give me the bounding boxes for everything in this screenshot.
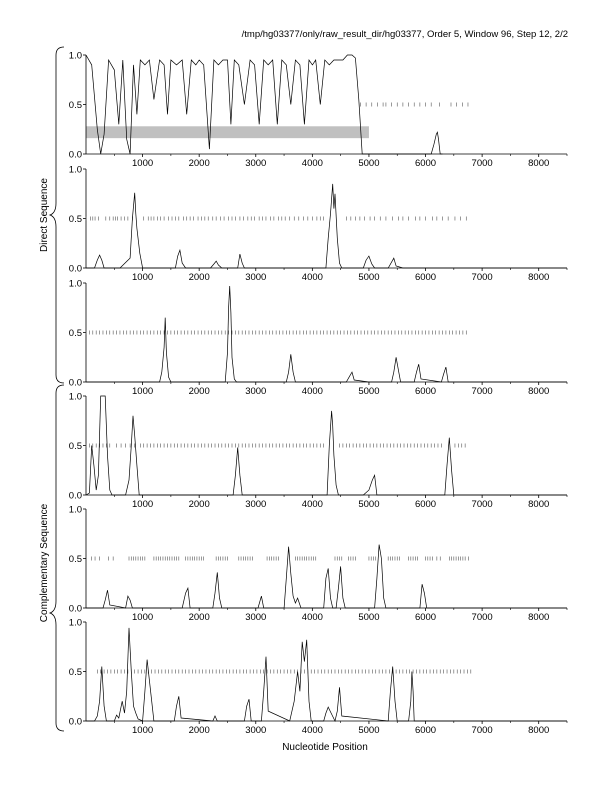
panels-group: 1.0 0.5 0.0 1000 2000 3000 4000 5000 6000 7000 800… (69, 51, 568, 736)
panel-1-shaded-band (86, 126, 369, 139)
panel-6-y-tick-label: 0.5 (69, 667, 82, 678)
panel-5: 1.0 0.5 0.0 1000 2000 3000 4000 5000 6000 7000 800… (69, 505, 568, 623)
panel-6-x-tick-label: 4000 (302, 725, 323, 736)
panel-2-y-tick-label: 1.0 (69, 165, 82, 176)
panel-3-x-tick-label: 2000 (189, 386, 210, 397)
panel-3-series-line (86, 285, 567, 383)
panel-6-y-tick-label: 1.0 (69, 618, 82, 629)
panel-6-x-tick-label: 2000 (189, 725, 210, 736)
panel-2-x-tick-label: 4000 (302, 272, 323, 283)
panel-3-y-tick-label: 0.0 (69, 378, 82, 389)
panel-5-x-tick-label: 6000 (415, 612, 436, 623)
panel-1-x-tick-label: 7000 (472, 158, 493, 169)
panel-1: 1.0 0.5 0.0 1000 2000 3000 4000 5000 6000 7000 800… (69, 51, 568, 169)
panel-6-x-tick-label: 5000 (358, 725, 379, 736)
panel-5-x-tick-label: 5000 (358, 612, 379, 623)
panel-3-x-tick-label: 5000 (358, 386, 379, 397)
panel-2-series-line (86, 183, 567, 269)
direct-sequence-brace (48, 46, 65, 384)
group-label-direct: Direct Sequence (39, 178, 50, 252)
panel-5-y-tick-label: 1.0 (69, 505, 82, 516)
panel-3-x-tick-label: 6000 (415, 386, 436, 397)
panel-4-x-tick-label: 7000 (472, 499, 493, 510)
panel-6-x-tick-label: 7000 (472, 725, 493, 736)
panel-1-x-tick-label: 6000 (415, 158, 436, 169)
panel-1-y-tick-label: 0.5 (69, 100, 82, 111)
panel-4-x-tick-label: 5000 (358, 499, 379, 510)
panel-1-x-tick-label: 3000 (245, 158, 266, 169)
panel-1-x-tick-label: 4000 (302, 158, 323, 169)
complementary-sequence-brace (48, 384, 65, 732)
panel-4-x-tick-label: 2000 (189, 499, 210, 510)
panel-4-x-tick-label: 3000 (245, 499, 266, 510)
panel-3-x-tick-label: 3000 (245, 386, 266, 397)
panel-5-series-line (86, 544, 567, 609)
panel-5-x-tick-label: 8000 (528, 612, 549, 623)
panel-5-x-tick-label: 3000 (245, 612, 266, 623)
panel-1-x-tick-label: 8000 (528, 158, 549, 169)
panel-1-series-line (85, 54, 443, 155)
panel-6-x-tick-label: 1000 (132, 725, 153, 736)
panel-2-x-tick-label: 5000 (358, 272, 379, 283)
x-axis-label: Nucleotide Position (282, 742, 368, 753)
panel-2: 1.0 0.5 0.0 1000 2000 3000 4000 5000 6000 7000 800… (69, 165, 568, 283)
panel-4-x-tick-label: 6000 (415, 499, 436, 510)
panel-4-x-tick-label: 8000 (528, 499, 549, 510)
panel-6-x-tick-label: 6000 (415, 725, 436, 736)
panel-6: 1.0 0.5 0.0 1000 2000 3000 4000 5000 6000 7000 800… (69, 618, 568, 736)
panel-2-y-tick-label: 0.0 (69, 264, 82, 275)
panel-3-x-tick-label: 4000 (302, 386, 323, 397)
panel-5-y-tick-label: 0.5 (69, 554, 82, 565)
page-title: /tmp/hg03377/only/raw_result_dir/hg03377… (241, 29, 568, 40)
panel-1-x-tick-label: 5000 (358, 158, 379, 169)
panel-5-x-tick-label: 2000 (189, 612, 210, 623)
panel-4-y-tick-label: 1.0 (69, 392, 82, 403)
panel-4-y-tick-label: 0.5 (69, 441, 82, 452)
panel-2-x-tick-label: 6000 (415, 272, 436, 283)
panel-2-x-tick-label: 1000 (132, 272, 153, 283)
panel-3-x-tick-label: 7000 (472, 386, 493, 397)
panel-6-x-tick-label: 8000 (528, 725, 549, 736)
panel-5-x-tick-label: 1000 (132, 612, 153, 623)
panel-4-y-tick-label: 0.0 (69, 491, 82, 502)
panel-5-y-tick-label: 0.0 (69, 604, 82, 615)
panel-2-x-tick-label: 3000 (245, 272, 266, 283)
panel-3: 1.0 0.5 0.0 1000 2000 3000 4000 5000 6000 7000 800… (69, 279, 568, 397)
panel-6-y-tick-label: 0.0 (69, 717, 82, 728)
panel-3-x-tick-label: 8000 (528, 386, 549, 397)
panel-5-x-tick-label: 7000 (472, 612, 493, 623)
panel-1-y-tick-label: 0.0 (69, 150, 82, 161)
panel-4-x-tick-label: 4000 (302, 499, 323, 510)
panel-2-x-tick-label: 2000 (189, 272, 210, 283)
panel-3-y-tick-label: 0.5 (69, 328, 82, 339)
panel-2-y-tick-label: 0.5 (69, 214, 82, 225)
panel-4-x-tick-label: 1000 (132, 499, 153, 510)
panel-4: 1.0 0.5 0.0 1000 2000 3000 4000 5000 6000 7000 800… (69, 392, 568, 510)
panel-2-x-tick-label: 7000 (472, 272, 493, 283)
panel-5-x-tick-label: 4000 (302, 612, 323, 623)
panel-3-y-tick-label: 1.0 (69, 279, 82, 290)
panel-3-x-tick-label: 1000 (132, 386, 153, 397)
panel-1-x-tick-label: 2000 (189, 158, 210, 169)
panel-2-x-tick-label: 8000 (528, 272, 549, 283)
panel-6-series-line (86, 627, 567, 723)
panel-4-series-line (85, 395, 567, 496)
panel-1-x-tick-label: 1000 (132, 158, 153, 169)
panel-6-x-tick-label: 3000 (245, 725, 266, 736)
group-label-complementary: Complementary Sequence (39, 503, 50, 622)
panel-1-y-tick-label: 1.0 (69, 51, 82, 62)
